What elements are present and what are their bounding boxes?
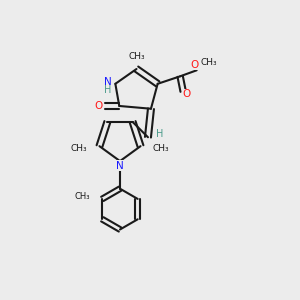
Text: CH₃: CH₃ — [152, 144, 169, 153]
Text: H: H — [156, 129, 163, 139]
Text: CH₃: CH₃ — [74, 192, 90, 201]
Text: CH₃: CH₃ — [200, 58, 217, 67]
Text: O: O — [94, 101, 102, 111]
Text: O: O — [183, 89, 191, 99]
Text: N: N — [104, 77, 112, 87]
Text: N: N — [116, 160, 124, 171]
Text: CH₃: CH₃ — [128, 52, 145, 61]
Text: O: O — [191, 60, 199, 70]
Text: CH₃: CH₃ — [71, 144, 88, 153]
Text: H: H — [104, 85, 112, 95]
